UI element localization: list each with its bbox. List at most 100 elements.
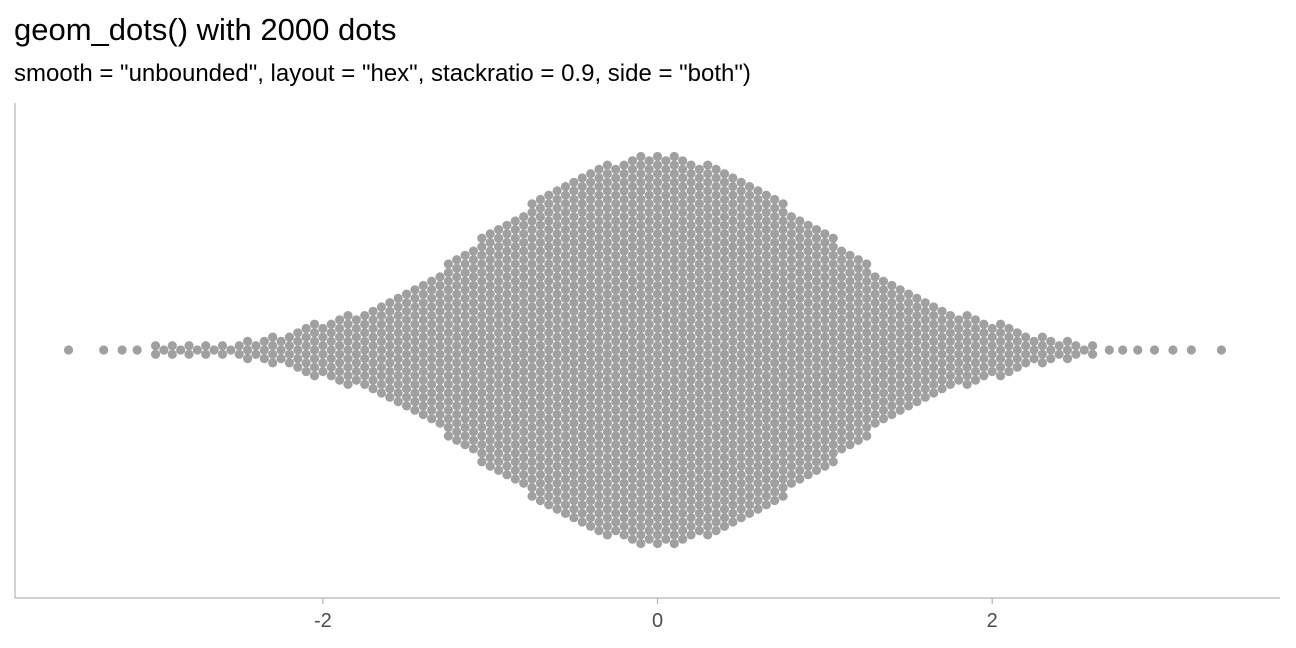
dot [937, 315, 947, 325]
dot [619, 220, 629, 230]
dot [828, 414, 838, 424]
dot [728, 414, 738, 424]
dot [711, 517, 721, 527]
dot [828, 311, 838, 321]
dot [728, 474, 738, 484]
dot [862, 285, 872, 295]
dot [736, 435, 746, 445]
dot [544, 285, 554, 295]
dot [619, 332, 629, 342]
dot [552, 263, 562, 273]
dot [711, 457, 721, 467]
dot [652, 487, 663, 497]
dot [268, 349, 278, 359]
dot [694, 457, 704, 467]
dot [803, 332, 813, 342]
dot [778, 371, 788, 381]
dot [786, 332, 797, 342]
dot [903, 289, 914, 299]
dot [652, 452, 663, 463]
dot [569, 289, 579, 299]
dot [669, 487, 679, 497]
dot [845, 440, 855, 450]
dot [552, 332, 562, 342]
dot [912, 345, 922, 355]
dot [577, 414, 587, 424]
dot [753, 495, 763, 506]
dot [778, 216, 788, 226]
dot [652, 435, 663, 445]
dot [744, 199, 755, 209]
dot [611, 405, 621, 415]
dot [410, 319, 420, 329]
dot [778, 285, 788, 295]
dot [711, 526, 721, 536]
dot [786, 246, 797, 256]
dot [744, 225, 755, 235]
dot [912, 397, 922, 407]
dot [736, 272, 746, 282]
dot [669, 203, 679, 213]
dot [753, 306, 763, 316]
dot [945, 328, 955, 338]
dot [594, 285, 604, 295]
dot [636, 341, 646, 351]
dot [878, 311, 889, 321]
dot [820, 358, 830, 368]
dot [878, 285, 889, 295]
dot [661, 491, 671, 501]
dot [970, 315, 981, 325]
dot [443, 259, 453, 269]
dot [987, 358, 997, 368]
dot [376, 345, 387, 355]
dot [770, 349, 780, 359]
dot [627, 276, 638, 286]
dot [728, 362, 738, 372]
dot [753, 332, 763, 342]
dot [636, 255, 646, 265]
dot [652, 220, 663, 230]
dot [560, 207, 571, 217]
dot [686, 306, 696, 316]
dot [703, 212, 713, 222]
dot [995, 362, 1006, 372]
dot [811, 362, 822, 372]
dot [594, 526, 604, 536]
dot [761, 448, 771, 458]
dot [828, 259, 838, 269]
dot [468, 246, 479, 256]
dot [669, 298, 679, 308]
dot [711, 354, 721, 364]
dot [669, 495, 679, 506]
dot [502, 306, 512, 316]
dot [778, 457, 788, 467]
dot [912, 328, 922, 338]
dot [828, 328, 838, 338]
dot [761, 199, 771, 209]
dot [544, 474, 554, 484]
dot [962, 336, 972, 346]
dot [903, 366, 914, 377]
dot [678, 199, 688, 209]
dot [410, 293, 420, 303]
dot [711, 440, 721, 450]
dot [485, 392, 495, 402]
dot [519, 401, 529, 411]
dot [811, 225, 822, 235]
dot [435, 375, 445, 385]
dot [452, 306, 462, 316]
dot [778, 302, 788, 312]
dot [728, 190, 738, 200]
dot [686, 513, 696, 523]
dot [770, 495, 780, 506]
dot [602, 194, 612, 205]
dot [694, 311, 704, 321]
dot [661, 422, 671, 432]
dot [678, 164, 688, 174]
dot [778, 379, 788, 389]
dot [678, 293, 688, 303]
dot [912, 388, 922, 398]
dot [778, 336, 788, 346]
dot [452, 392, 462, 402]
dot [694, 379, 704, 389]
